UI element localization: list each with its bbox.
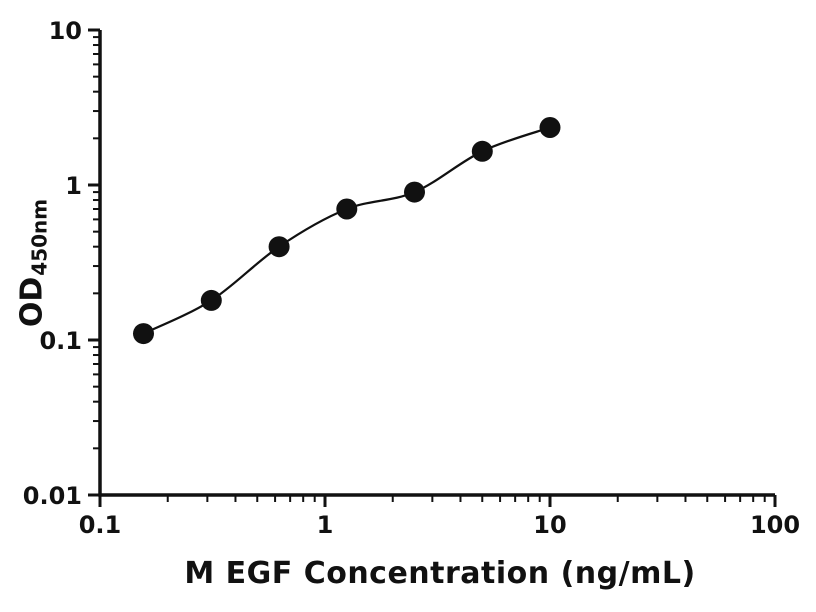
data-point [268,236,290,258]
data-point [539,117,561,138]
x-tick-label: 100 [750,511,800,539]
y-axis-title-main: OD [14,276,50,328]
y-tick-label: 0.01 [23,482,82,510]
x-tick-label: 1 [317,511,334,539]
data-point [471,140,493,162]
data-point [133,323,154,345]
data-point [336,198,358,220]
y-tick-label: 10 [49,17,82,45]
data-point [200,289,222,311]
y-tick-label: 1 [65,172,82,200]
x-axis-title: M EGF Concentration (ng/mL) [184,556,696,591]
data-point [404,181,425,203]
y-tick-label: 0.1 [39,327,82,355]
x-tick-label: 0.1 [79,511,122,539]
y-axis-title-subscript: 450nm [27,198,52,276]
y-axis-title: OD450nm [14,198,52,328]
x-tick-label: 10 [533,511,566,539]
axis-spines [98,30,775,497]
